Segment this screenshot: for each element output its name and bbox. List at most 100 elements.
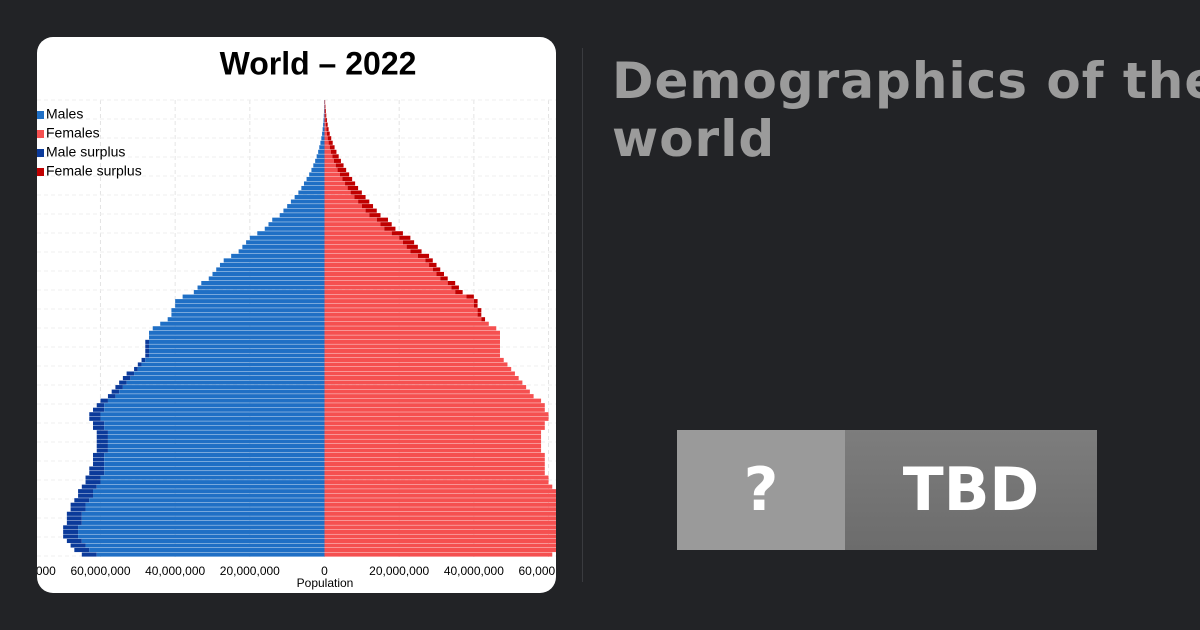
male-bar [301,185,325,191]
male-surplus-bar [93,425,105,430]
female-bar [324,498,556,503]
female-bar [324,253,418,258]
male-bar [100,416,325,421]
male-surplus-bar [96,443,108,449]
female-bar [324,235,400,240]
male-bar [167,317,325,322]
female-bar [324,552,553,557]
female-bar [324,425,545,430]
female-surplus-bar [410,249,422,254]
male-surplus-bar [96,430,108,435]
female-bar [324,226,385,231]
female-bar [324,457,545,462]
female-bar [324,534,556,539]
male-surplus-bar [96,403,105,408]
legend-label: Females [46,125,100,141]
male-bar [219,262,325,268]
female-bar [324,208,366,213]
male-bar [323,118,325,123]
female-bar [324,321,489,326]
female-surplus-bar [466,294,474,299]
male-bar [100,480,325,485]
female-bar [324,240,403,245]
male-bar [193,290,325,295]
male-bar [264,226,325,231]
female-surplus-bar [391,231,403,236]
male-surplus-bar [66,511,82,516]
female-bar [324,204,362,209]
male-surplus-bar [93,461,105,467]
female-bar [324,244,407,249]
male-bar [290,199,325,204]
female-bar [324,430,542,435]
male-surplus-bar [107,394,116,399]
female-bar [324,376,519,381]
male-bar [104,471,325,476]
female-bar [324,421,545,426]
female-surplus-bar [369,213,381,218]
male-bar [231,253,325,258]
male-bar [268,222,325,227]
male-bar [93,493,325,498]
male-bar [242,244,325,249]
male-bar [283,208,325,213]
female-surplus-bar [436,271,444,277]
male-bar [122,385,325,390]
female-bar [324,190,351,195]
female-bar [324,507,556,512]
female-bar [324,312,478,317]
male-surplus-bar [100,398,108,403]
male-surplus-bar [93,407,105,412]
male-surplus-bar [145,348,150,353]
female-bar [324,195,355,200]
female-bar [324,285,452,290]
male-surplus-bar [96,439,108,444]
male-bar [294,195,325,200]
female-surplus-bar [337,167,347,172]
legend-swatch [37,130,44,138]
female-bar [324,199,359,204]
female-surplus-bar [429,262,437,268]
male-bar [104,461,325,467]
male-bar [107,443,325,449]
badge-text: TBD [845,430,1097,550]
male-bar [81,511,325,516]
female-bar [324,344,500,349]
male-bar [249,235,325,240]
legend-swatch [37,111,44,119]
male-surplus-bar [70,543,86,548]
male-surplus-bar [115,385,123,390]
male-bar [208,276,325,281]
male-bar [145,357,325,363]
female-surplus-bar [380,222,392,227]
female-bar [324,339,500,344]
female-surplus-bar [399,235,411,240]
male-bar [104,425,325,430]
female-surplus-bar [326,131,330,136]
male-surplus-bar [89,412,101,417]
female-surplus-bar [406,244,418,249]
female-bar [324,412,549,417]
x-tick-label: 60,000,000 [519,564,579,578]
male-bar [104,466,325,471]
male-bar [321,136,325,141]
male-bar [107,448,325,453]
male-surplus-bar [63,534,79,539]
female-bar [324,525,556,530]
male-surplus-bar [89,466,105,471]
male-surplus-bar [93,421,105,426]
female-bar [324,394,534,399]
male-bar [89,547,325,553]
female-surplus-bar [333,158,341,163]
male-surplus-bar [137,362,142,367]
female-surplus-bar [451,285,459,290]
female-surplus-bar [455,290,463,295]
female-surplus-bar [440,276,448,281]
female-surplus-bar [417,253,430,258]
female-bar [324,348,500,353]
female-bar [324,118,326,123]
female-bar [324,122,326,127]
female-surplus-bar [325,113,327,118]
legend-label: Male surplus [46,144,125,160]
